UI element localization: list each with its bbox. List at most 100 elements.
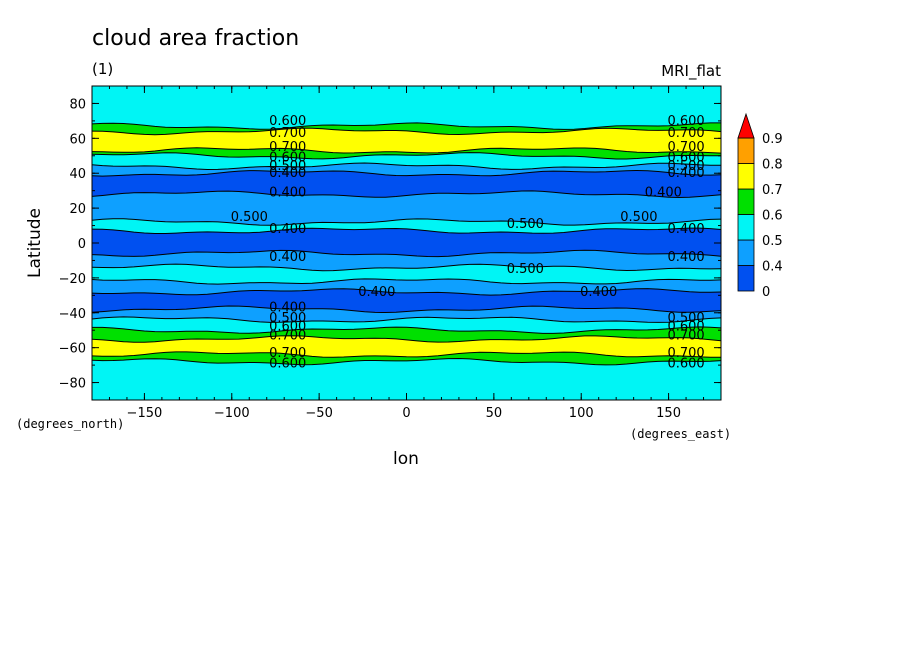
contour-line-19 xyxy=(91,357,722,366)
contour-label: 0.400 xyxy=(645,185,682,200)
band-14 xyxy=(92,306,721,323)
contour-label: 0.700 xyxy=(269,346,306,361)
contour-label: 0.600 xyxy=(667,114,704,129)
band-18 xyxy=(92,351,721,365)
x-axis-label: lon xyxy=(393,449,419,469)
contour-label: 0.500 xyxy=(507,262,544,277)
band-19 xyxy=(92,358,721,400)
contour-line-2 xyxy=(91,127,722,136)
contour-line-13 xyxy=(91,288,722,296)
contour-label: 0.600 xyxy=(269,356,306,371)
contour-line-15 xyxy=(91,316,722,323)
contour-line-17 xyxy=(91,335,722,343)
band-4 xyxy=(92,152,721,170)
colorbar-extend-arrow xyxy=(737,112,755,139)
colorbar-label: 0.5 xyxy=(762,234,783,249)
x-tick-label: 0 xyxy=(402,406,410,421)
colorbar-box xyxy=(737,265,755,292)
contour-line-8 xyxy=(91,218,722,226)
x-tick-label: 50 xyxy=(486,406,503,421)
contour-label: 0.600 xyxy=(269,151,306,166)
contour-label: 0.600 xyxy=(269,114,306,129)
contour-label: 0.700 xyxy=(269,140,306,155)
colorbar: 0 0.4 0.5 0.6 0.7 0.8 0.9 xyxy=(737,112,783,300)
contour-label: 0.400 xyxy=(667,250,704,265)
contour-label: 0.700 xyxy=(269,329,306,344)
band-8 xyxy=(92,218,721,234)
y-tick-label: 60 xyxy=(69,132,86,147)
contour-label: 0.600 xyxy=(667,151,704,166)
contour-label: 0.400 xyxy=(667,166,704,181)
band-11 xyxy=(92,264,721,285)
x-tick-label: 100 xyxy=(569,406,594,421)
contour-line-3 xyxy=(91,147,722,154)
y-tick-label: 20 xyxy=(69,202,86,217)
band-3 xyxy=(92,147,721,159)
band-7 xyxy=(92,190,721,226)
x-tick-label: −50 xyxy=(305,406,332,421)
y-tick-label: −80 xyxy=(59,377,86,392)
band-0 xyxy=(92,86,721,130)
contour-label: 0.400 xyxy=(269,185,306,200)
y-tick-label: 80 xyxy=(69,97,86,112)
colorbar-label: 0.6 xyxy=(762,209,783,224)
contour-line-11 xyxy=(91,263,722,272)
x-tick-label: 150 xyxy=(656,406,681,421)
contour-line-1 xyxy=(91,122,721,130)
contour-label: 0.700 xyxy=(667,329,704,344)
contour-label: 0.700 xyxy=(269,126,306,141)
contour-label: 0.400 xyxy=(269,222,306,237)
model-label: MRI_flat xyxy=(661,62,721,81)
colorbar-label: 0.7 xyxy=(762,183,783,198)
contour-line-16 xyxy=(92,326,722,334)
contour-label: 0.400 xyxy=(269,166,306,181)
colorbar-box xyxy=(737,163,755,190)
contour-line-10 xyxy=(91,249,722,258)
band-2 xyxy=(92,128,721,154)
contour-label: 0.600 xyxy=(667,320,704,335)
colorbar-label: 0.8 xyxy=(762,158,783,173)
contour-line-7 xyxy=(91,190,722,199)
contour-label: 0.400 xyxy=(667,222,704,237)
contour-line-5 xyxy=(91,162,721,171)
contour-line-4 xyxy=(91,152,722,160)
y-tick-label: −40 xyxy=(59,307,86,322)
y-tick-label: −20 xyxy=(59,272,86,287)
y-tick-label: −60 xyxy=(59,342,86,357)
band-10 xyxy=(92,250,721,271)
contour-line-6 xyxy=(91,169,722,177)
contour-line-12 xyxy=(91,278,722,285)
contour-label: 0.500 xyxy=(667,311,704,326)
contour-label: 0.600 xyxy=(269,320,306,335)
colorbar-label: 0.9 xyxy=(762,132,783,147)
contour-label: 0.700 xyxy=(667,346,704,361)
band-5 xyxy=(92,163,721,177)
colorbar-box xyxy=(737,214,755,241)
contour-label: 0.400 xyxy=(269,301,306,316)
y-axis-label: Latitude xyxy=(25,208,45,278)
y-tick-label: 40 xyxy=(69,167,86,182)
y-axis-ticks: 80 60 40 20 0 −20 −40 −60 −80 xyxy=(59,85,721,401)
contour-label: 0.500 xyxy=(507,217,544,232)
chart-subtitle: (1) xyxy=(92,60,113,78)
x-tick-label: −150 xyxy=(127,406,163,421)
band-6 xyxy=(92,170,721,198)
colorbar-label: 0 xyxy=(762,285,770,300)
x-axis-ticks: −150 −100 −50 0 50 100 150 xyxy=(108,86,705,421)
x-units-label: (degrees_east) xyxy=(630,427,731,441)
colorbar-box xyxy=(737,188,755,215)
contour-label: 0.500 xyxy=(667,159,704,174)
chart-title: cloud area fraction xyxy=(92,26,299,51)
contour-label: 0.500 xyxy=(231,210,268,225)
contour-line-14 xyxy=(91,305,722,314)
contour-label: 0.500 xyxy=(269,311,306,326)
contour-label: 0.500 xyxy=(620,210,657,225)
contour-lines xyxy=(91,122,722,366)
y-tick-label: 0 xyxy=(78,237,86,252)
contour-line-18 xyxy=(91,351,721,358)
x-tick-label: −100 xyxy=(214,406,250,421)
contour-line-9 xyxy=(91,227,722,234)
y-units-label: (degrees_north) xyxy=(16,417,124,431)
contour-label: 0.500 xyxy=(269,159,306,174)
